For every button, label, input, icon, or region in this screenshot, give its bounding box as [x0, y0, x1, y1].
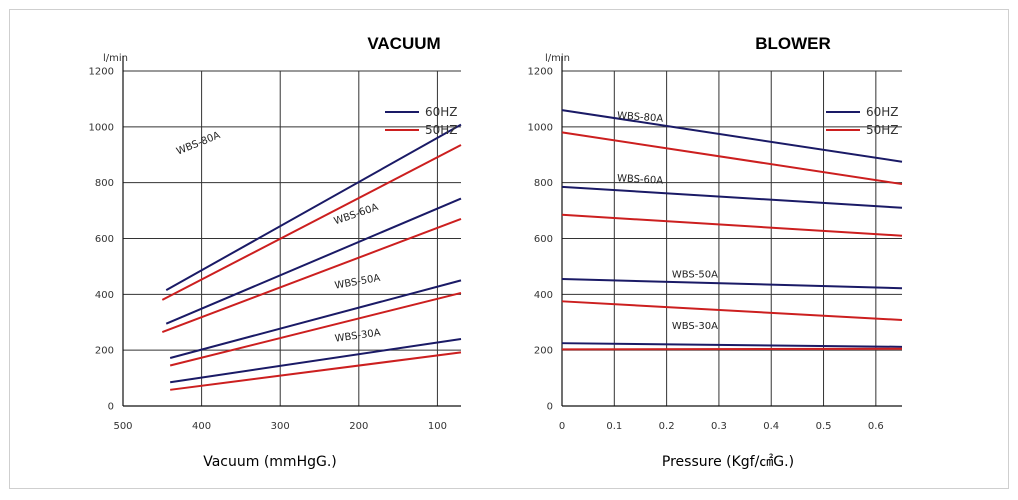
x-tick-label: 500 — [113, 421, 132, 432]
series-line-wbs-60a-60hz — [165, 197, 462, 325]
series-line-wbs-80a-60hz — [561, 109, 903, 163]
blower-chart: BLOWER l/min Pressure (Kgf/㎠G.) 0 200 400 600 8… — [528, 34, 903, 470]
model-label-wbs-50a: WBS-50A — [334, 273, 381, 292]
x-tick-label: 0.3 — [711, 421, 727, 432]
y-tick-label: 800 — [534, 178, 553, 189]
y-tick-label: 0 — [547, 402, 553, 413]
y-tick-label: 1000 — [528, 122, 553, 133]
y-tick-label: 600 — [534, 234, 553, 245]
y-tick-label: 1200 — [89, 67, 114, 78]
series-line-wbs-50a-50hz — [561, 300, 903, 322]
chart-title: VACUUM — [367, 34, 440, 53]
x-tick-label: 0.1 — [606, 421, 622, 432]
series-line-wbs-80a-50hz — [561, 131, 903, 186]
series-line-wbs-50a-60hz — [169, 279, 462, 359]
model-label-wbs-60a: WBS-60A — [617, 173, 664, 186]
x-tick-label: 200 — [349, 421, 368, 432]
model-label-wbs-30a: WBS-30A — [672, 321, 718, 332]
y-tick-label: 1000 — [89, 122, 114, 133]
series-line-wbs-50a-50hz — [169, 291, 462, 367]
chart-title: BLOWER — [755, 34, 831, 53]
series-line-wbs-60a-50hz — [161, 218, 462, 333]
model-label-wbs-60a: WBS-60A — [333, 202, 380, 227]
series-line-wbs-30a-50hz — [170, 351, 462, 391]
x-axis-label: Vacuum (mmHgG.) — [203, 454, 337, 470]
series-line-wbs-60a-50hz — [561, 213, 903, 237]
y-unit-label: l/min — [545, 53, 570, 64]
vacuum-chart: VACUUM l/min Vacuum (mmHgG.) 0 200 400 600 800 1… — [89, 34, 462, 470]
x-tick-label: 0.5 — [816, 421, 832, 432]
x-axis-label: Pressure (Kgf/㎠G.) — [662, 454, 794, 470]
y-tick-label: 400 — [534, 290, 553, 301]
x-tick-label: 0 — [559, 421, 565, 432]
y-tick-label: 600 — [95, 234, 114, 245]
legend-label-60hz: 60HZ — [425, 105, 458, 119]
series-line-wbs-30a-60hz — [170, 338, 462, 384]
series-line-wbs-80a-50hz — [161, 144, 462, 301]
legend: 60HZ 50HZ — [826, 105, 899, 137]
series-line-wbs-30a-50hz — [561, 347, 903, 351]
model-label-wbs-80a: WBS-80A — [175, 130, 222, 158]
x-tick-label: 0.2 — [659, 421, 675, 432]
y-tick-label: 0 — [108, 402, 114, 413]
chart-frame — [9, 9, 1009, 489]
legend-label-50hz: 50HZ — [425, 123, 458, 137]
legend-label-50hz: 50HZ — [866, 123, 899, 137]
x-tick-label: 400 — [192, 421, 211, 432]
y-tick-label: 200 — [95, 346, 114, 357]
y-unit-label: l/min — [103, 53, 128, 64]
x-tick-label: 0.4 — [763, 421, 779, 432]
model-label-wbs-30a: WBS-30A — [334, 327, 381, 344]
x-tick-label: 100 — [428, 421, 447, 432]
x-tick-label: 0.6 — [868, 421, 884, 432]
y-tick-label: 1200 — [528, 67, 553, 78]
y-tick-label: 200 — [534, 346, 553, 357]
series-line-wbs-30a-60hz — [561, 342, 903, 348]
model-label-wbs-80a: WBS-80A — [617, 110, 664, 124]
legend-label-60hz: 60HZ — [866, 105, 899, 119]
series-line-wbs-60a-60hz — [561, 185, 903, 209]
model-label-wbs-50a: WBS-50A — [672, 270, 718, 281]
series-line-wbs-50a-60hz — [561, 277, 903, 290]
y-tick-label: 400 — [95, 290, 114, 301]
y-tick-label: 800 — [95, 178, 114, 189]
legend: 60HZ 50HZ — [385, 105, 458, 137]
x-tick-label: 300 — [271, 421, 290, 432]
series-line-wbs-80a-60hz — [165, 123, 462, 292]
